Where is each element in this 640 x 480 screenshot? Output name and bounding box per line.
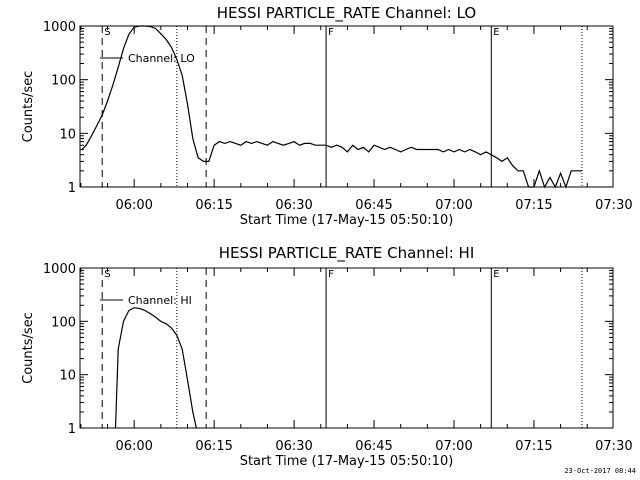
event-marker-label: F bbox=[328, 269, 334, 280]
x-tick-label: 06:45 bbox=[355, 198, 392, 213]
y-tick-label: 10 bbox=[59, 127, 76, 142]
event-marker-label: S bbox=[104, 27, 110, 38]
event-marker-label: E bbox=[493, 27, 499, 38]
data-series-line bbox=[114, 307, 197, 429]
y-tick-label: 10 bbox=[59, 369, 76, 384]
x-tick-label: 06:15 bbox=[195, 439, 232, 454]
y-tick-label: 1 bbox=[68, 422, 76, 437]
y-axis-label: Counts/sec bbox=[21, 71, 36, 143]
chart-panel-0: HESSI PARTICLE_RATE Channel: LO 1 10 100 100… bbox=[21, 4, 633, 228]
plot-frame bbox=[79, 25, 614, 188]
event-marker-label: S bbox=[104, 269, 110, 280]
chart-title: HESSI PARTICLE_RATE Channel: HI bbox=[219, 244, 475, 263]
y-tick-label: 1000 bbox=[43, 262, 76, 277]
y-axis-label: Counts/sec bbox=[21, 312, 36, 384]
x-tick-label: 07:30 bbox=[595, 439, 632, 454]
x-tick-label: 06:30 bbox=[275, 439, 312, 454]
x-axis-label: Start Time (17-May-15 05:50:10) bbox=[240, 213, 454, 228]
x-tick-label: 07:15 bbox=[515, 198, 552, 213]
plot-frame bbox=[79, 267, 614, 429]
chart-title: HESSI PARTICLE_RATE Channel: LO bbox=[217, 4, 476, 23]
x-tick-label: 06:30 bbox=[275, 198, 312, 213]
event-marker-label: E bbox=[493, 269, 499, 280]
y-tick-label: 1 bbox=[68, 181, 76, 196]
legend-label: Channel: HI bbox=[128, 294, 192, 307]
x-tick-label: 07:00 bbox=[435, 439, 472, 454]
x-axis-label: Start Time (17-May-15 05:50:10) bbox=[240, 454, 454, 469]
data-series-line bbox=[81, 25, 582, 189]
timestamp-footer: 23-Oct-2017 08:44 bbox=[564, 467, 636, 475]
x-tick-label: 06:00 bbox=[115, 198, 152, 213]
y-tick-label: 100 bbox=[51, 74, 76, 89]
x-tick-label: 07:15 bbox=[515, 439, 552, 454]
x-tick-label: 06:45 bbox=[355, 439, 392, 454]
x-tick-label: 06:00 bbox=[115, 439, 152, 454]
y-tick-label: 1000 bbox=[43, 20, 76, 35]
x-tick-label: 06:15 bbox=[195, 198, 232, 213]
x-tick-label: 07:30 bbox=[595, 198, 632, 213]
x-tick-label: 07:00 bbox=[435, 198, 472, 213]
y-tick-label: 100 bbox=[51, 315, 76, 330]
legend-label: Channel: LO bbox=[128, 52, 195, 65]
chart-panel-1: HESSI PARTICLE_RATE Channel: HI 1 10 100 100… bbox=[21, 244, 633, 469]
event-marker-label: F bbox=[328, 27, 334, 38]
